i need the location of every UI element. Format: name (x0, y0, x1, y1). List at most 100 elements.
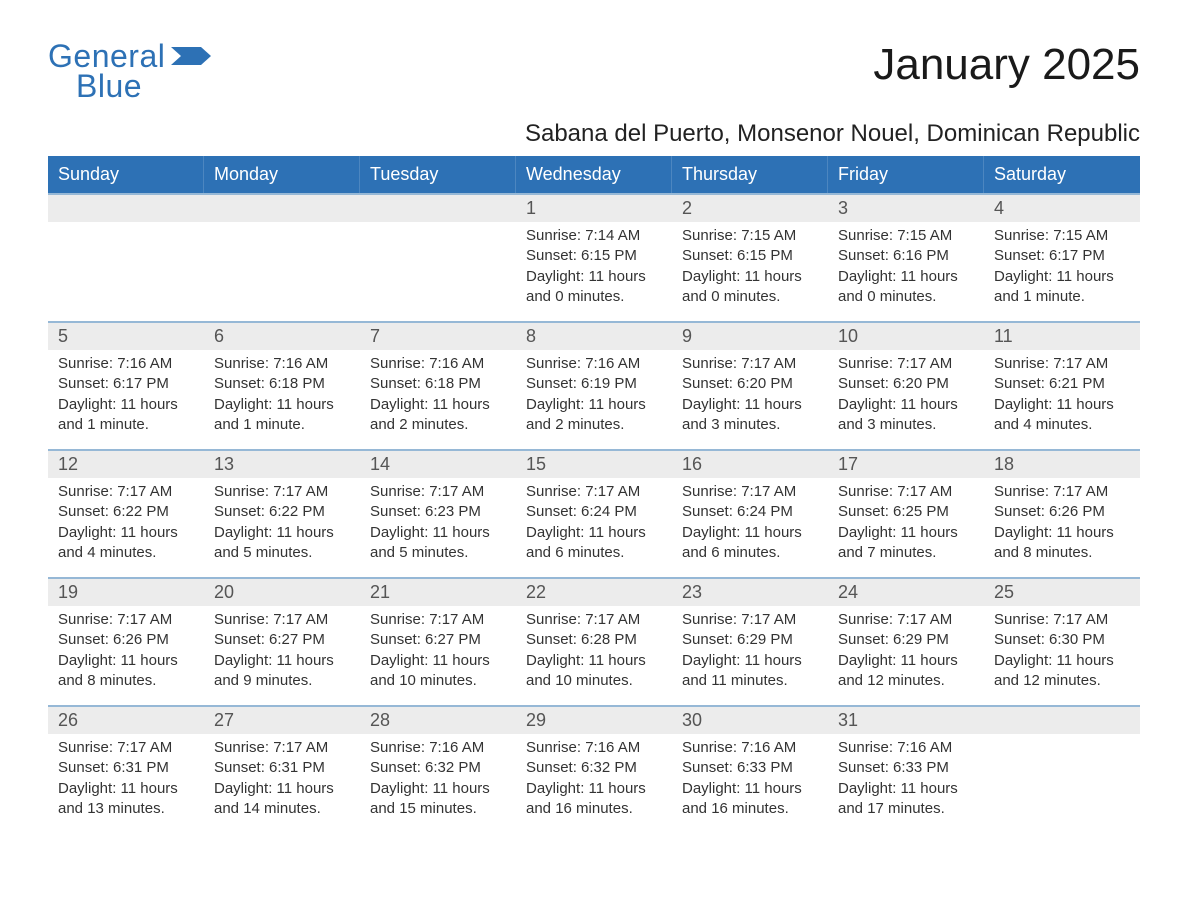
day-number: 31 (828, 707, 984, 734)
day-number: 19 (48, 579, 204, 606)
sunrise-line: Sunrise: 7:16 AM (370, 354, 506, 374)
sunset-line: Sunset: 6:23 PM (370, 502, 506, 522)
sunrise-line: Sunrise: 7:16 AM (370, 738, 506, 758)
day-number: 6 (204, 323, 360, 350)
sunset-line: Sunset: 6:31 PM (58, 758, 194, 778)
day-cell (48, 222, 204, 321)
day-cell: Sunrise: 7:16 AMSunset: 6:33 PMDaylight:… (672, 734, 828, 833)
sunrise-line: Sunrise: 7:15 AM (838, 226, 974, 246)
daylight-line: Daylight: 11 hours and 1 minute. (58, 395, 194, 436)
day-cell: Sunrise: 7:16 AMSunset: 6:33 PMDaylight:… (828, 734, 984, 833)
sunset-line: Sunset: 6:15 PM (682, 246, 818, 266)
sunset-line: Sunset: 6:27 PM (214, 630, 350, 650)
day-cell: Sunrise: 7:17 AMSunset: 6:27 PMDaylight:… (204, 606, 360, 705)
day-cell: Sunrise: 7:17 AMSunset: 6:26 PMDaylight:… (984, 478, 1140, 577)
daylight-line: Daylight: 11 hours and 9 minutes. (214, 651, 350, 692)
sunset-line: Sunset: 6:24 PM (526, 502, 662, 522)
day-cell: Sunrise: 7:16 AMSunset: 6:32 PMDaylight:… (360, 734, 516, 833)
sunrise-line: Sunrise: 7:17 AM (526, 610, 662, 630)
day-number: 10 (828, 323, 984, 350)
sunset-line: Sunset: 6:15 PM (526, 246, 662, 266)
day-number: 23 (672, 579, 828, 606)
sunset-line: Sunset: 6:29 PM (838, 630, 974, 650)
daylight-line: Daylight: 11 hours and 13 minutes. (58, 779, 194, 820)
day-cell: Sunrise: 7:17 AMSunset: 6:22 PMDaylight:… (48, 478, 204, 577)
logo: General Blue (48, 40, 211, 102)
day-cell: Sunrise: 7:17 AMSunset: 6:29 PMDaylight:… (672, 606, 828, 705)
calendar-week: 567891011Sunrise: 7:16 AMSunset: 6:17 PM… (48, 321, 1140, 449)
sunset-line: Sunset: 6:21 PM (994, 374, 1130, 394)
day-cell: Sunrise: 7:17 AMSunset: 6:21 PMDaylight:… (984, 350, 1140, 449)
daynum-strip: 19202122232425 (48, 579, 1140, 606)
day-number (984, 707, 1140, 734)
day-cell: Sunrise: 7:16 AMSunset: 6:17 PMDaylight:… (48, 350, 204, 449)
day-cell: Sunrise: 7:17 AMSunset: 6:24 PMDaylight:… (516, 478, 672, 577)
daylight-line: Daylight: 11 hours and 11 minutes. (682, 651, 818, 692)
day-number: 12 (48, 451, 204, 478)
daylight-line: Daylight: 11 hours and 4 minutes. (994, 395, 1130, 436)
daylight-line: Daylight: 11 hours and 15 minutes. (370, 779, 506, 820)
day-number: 1 (516, 195, 672, 222)
daylight-line: Daylight: 11 hours and 0 minutes. (838, 267, 974, 308)
flag-icon (171, 45, 211, 67)
day-cell: Sunrise: 7:17 AMSunset: 6:20 PMDaylight:… (672, 350, 828, 449)
sunset-line: Sunset: 6:16 PM (838, 246, 974, 266)
daylight-line: Daylight: 11 hours and 1 minute. (994, 267, 1130, 308)
day-number: 26 (48, 707, 204, 734)
sunset-line: Sunset: 6:26 PM (994, 502, 1130, 522)
sunset-line: Sunset: 6:17 PM (58, 374, 194, 394)
daylight-line: Daylight: 11 hours and 6 minutes. (526, 523, 662, 564)
day-number: 24 (828, 579, 984, 606)
day-number: 5 (48, 323, 204, 350)
sunrise-line: Sunrise: 7:17 AM (214, 738, 350, 758)
day-cell: Sunrise: 7:15 AMSunset: 6:17 PMDaylight:… (984, 222, 1140, 321)
day-cell: Sunrise: 7:17 AMSunset: 6:27 PMDaylight:… (360, 606, 516, 705)
location-subtitle: Sabana del Puerto, Monsenor Nouel, Domin… (48, 120, 1140, 148)
day-number: 9 (672, 323, 828, 350)
day-number: 3 (828, 195, 984, 222)
sunset-line: Sunset: 6:22 PM (58, 502, 194, 522)
daynum-strip: 1234 (48, 195, 1140, 222)
day-cell: Sunrise: 7:15 AMSunset: 6:15 PMDaylight:… (672, 222, 828, 321)
day-cell: Sunrise: 7:17 AMSunset: 6:22 PMDaylight:… (204, 478, 360, 577)
daylight-line: Daylight: 11 hours and 3 minutes. (682, 395, 818, 436)
sunrise-line: Sunrise: 7:16 AM (838, 738, 974, 758)
daylight-line: Daylight: 11 hours and 5 minutes. (214, 523, 350, 564)
day-cell: Sunrise: 7:16 AMSunset: 6:19 PMDaylight:… (516, 350, 672, 449)
sunrise-line: Sunrise: 7:17 AM (994, 354, 1130, 374)
sunset-line: Sunset: 6:27 PM (370, 630, 506, 650)
daylight-line: Daylight: 11 hours and 5 minutes. (370, 523, 506, 564)
sunset-line: Sunset: 6:20 PM (838, 374, 974, 394)
calendar: SundayMondayTuesdayWednesdayThursdayFrid… (48, 156, 1140, 833)
daynum-strip: 12131415161718 (48, 451, 1140, 478)
calendar-week: 12131415161718Sunrise: 7:17 AMSunset: 6:… (48, 449, 1140, 577)
weekday-header: Wednesday (516, 156, 672, 193)
sunrise-line: Sunrise: 7:14 AM (526, 226, 662, 246)
day-cell: Sunrise: 7:16 AMSunset: 6:18 PMDaylight:… (204, 350, 360, 449)
day-number: 21 (360, 579, 516, 606)
day-number (204, 195, 360, 222)
calendar-week: 19202122232425Sunrise: 7:17 AMSunset: 6:… (48, 577, 1140, 705)
day-cell: Sunrise: 7:17 AMSunset: 6:30 PMDaylight:… (984, 606, 1140, 705)
day-cell (360, 222, 516, 321)
day-cell: Sunrise: 7:17 AMSunset: 6:31 PMDaylight:… (48, 734, 204, 833)
daylight-line: Daylight: 11 hours and 2 minutes. (370, 395, 506, 436)
calendar-week: 1234Sunrise: 7:14 AMSunset: 6:15 PMDayli… (48, 193, 1140, 321)
daylight-line: Daylight: 11 hours and 7 minutes. (838, 523, 974, 564)
week-body: Sunrise: 7:17 AMSunset: 6:31 PMDaylight:… (48, 734, 1140, 833)
sunset-line: Sunset: 6:20 PM (682, 374, 818, 394)
daylight-line: Daylight: 11 hours and 12 minutes. (994, 651, 1130, 692)
day-number: 8 (516, 323, 672, 350)
daylight-line: Daylight: 11 hours and 1 minute. (214, 395, 350, 436)
weekday-header: Friday (828, 156, 984, 193)
daylight-line: Daylight: 11 hours and 6 minutes. (682, 523, 818, 564)
sunrise-line: Sunrise: 7:17 AM (214, 610, 350, 630)
logo-text-2: Blue (48, 70, 142, 102)
sunset-line: Sunset: 6:28 PM (526, 630, 662, 650)
day-cell: Sunrise: 7:17 AMSunset: 6:20 PMDaylight:… (828, 350, 984, 449)
sunrise-line: Sunrise: 7:16 AM (214, 354, 350, 374)
week-body: Sunrise: 7:17 AMSunset: 6:22 PMDaylight:… (48, 478, 1140, 577)
page-title: January 2025 (873, 40, 1140, 90)
daylight-line: Daylight: 11 hours and 8 minutes. (58, 651, 194, 692)
day-number: 22 (516, 579, 672, 606)
